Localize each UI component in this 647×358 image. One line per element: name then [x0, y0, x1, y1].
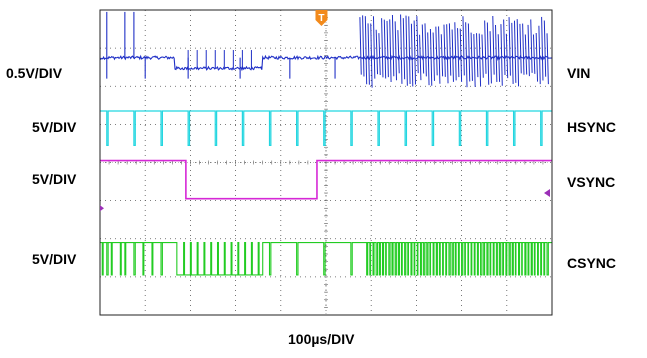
vin-burst — [503, 19, 506, 75]
vin-burst — [505, 33, 509, 79]
vin-burst — [405, 15, 408, 86]
vin-burst — [367, 23, 370, 85]
vin-burst — [427, 32, 430, 86]
vin-burst — [383, 19, 387, 79]
vin-burst — [497, 34, 501, 82]
markers: T — [100, 10, 550, 212]
vin-burst — [443, 24, 446, 77]
scale-label-vsync: 5V/DIV — [32, 171, 77, 187]
vin-burst — [467, 23, 471, 82]
vin-burst — [546, 33, 549, 85]
vin-burst — [446, 24, 449, 84]
vin-burst — [473, 34, 476, 87]
vin-burst — [538, 25, 541, 85]
vin-burst — [400, 14, 403, 84]
channel-label-vin: VIN — [567, 65, 591, 81]
vin-burst — [492, 15, 495, 75]
vin-burst — [465, 22, 468, 88]
vin-trace — [99, 54, 553, 72]
vin-burst — [410, 23, 414, 87]
vin-burst — [481, 34, 484, 78]
vin-burst — [386, 20, 389, 78]
vin-burst — [421, 24, 425, 74]
vin-burst — [530, 19, 533, 73]
vin-burst — [362, 15, 365, 77]
vin-burst — [486, 22, 490, 85]
csync-trace — [100, 242, 552, 276]
vin-burst — [489, 31, 492, 84]
vin-burst — [448, 23, 452, 76]
vin-burst — [394, 21, 398, 81]
channel-label-vsync: VSYNC — [567, 174, 616, 190]
vin-burst — [519, 23, 522, 74]
channel-label-csync: CSYNC — [567, 255, 617, 271]
vin-burst — [508, 17, 511, 76]
traces — [99, 11, 553, 276]
vin-burst — [378, 33, 381, 75]
vin-burst — [459, 28, 463, 82]
hsync-trace — [100, 110, 552, 146]
vin-burst — [495, 24, 498, 82]
vin-burst — [457, 28, 460, 78]
vin-burst — [462, 16, 465, 76]
scale-label-csync: 5V/DIV — [32, 251, 77, 267]
vin-burst — [432, 32, 435, 81]
vin-burst — [451, 29, 454, 82]
vin-burst — [440, 34, 444, 77]
vin-burst — [391, 14, 395, 77]
vin-burst — [402, 18, 406, 80]
trigger-marker-label: T — [318, 13, 324, 24]
channel-label-hsync: HSYNC — [567, 119, 617, 135]
time-scale-label: 100µs/DIV — [288, 331, 355, 347]
vin-burst — [408, 16, 411, 85]
vin-burst — [372, 16, 376, 79]
trigger-marker — [315, 10, 328, 26]
scale-label-hsync: 5V/DIV — [32, 119, 77, 135]
vin-burst — [370, 23, 373, 88]
vin-burst — [438, 26, 441, 84]
vin-burst — [424, 23, 427, 77]
vin-burst — [454, 22, 457, 81]
vin-burst — [381, 18, 384, 78]
vin-burst — [524, 34, 528, 75]
level-marker-right — [544, 189, 550, 197]
vin-burst — [429, 28, 433, 86]
vsync-trace — [100, 159, 552, 200]
vin-burst — [389, 19, 392, 82]
vin-burst — [511, 22, 514, 84]
vin-burst — [513, 20, 517, 83]
vin-burst — [375, 29, 379, 75]
vin-burst — [541, 16, 544, 81]
vin-burst — [516, 19, 520, 87]
vin-burst — [419, 34, 422, 81]
vin-burst — [532, 34, 536, 74]
vin-burst — [543, 20, 547, 77]
vin-burst — [470, 32, 473, 81]
vin-burst — [522, 23, 525, 75]
vin-burst — [435, 26, 438, 76]
vin-burst — [364, 16, 368, 85]
vin-burst — [413, 20, 416, 85]
vin-burst — [359, 17, 362, 75]
vin-burst — [476, 33, 479, 78]
vin-burst — [535, 32, 539, 82]
vin-burst — [478, 33, 482, 87]
vin-burst — [500, 24, 503, 86]
vin-burst — [397, 30, 400, 74]
vin-burst — [527, 24, 530, 77]
vin-burst — [416, 16, 419, 74]
scale-label-vin: 0.5V/DIV — [6, 65, 63, 81]
level-marker-left — [100, 205, 104, 212]
vin-burst — [484, 20, 487, 74]
